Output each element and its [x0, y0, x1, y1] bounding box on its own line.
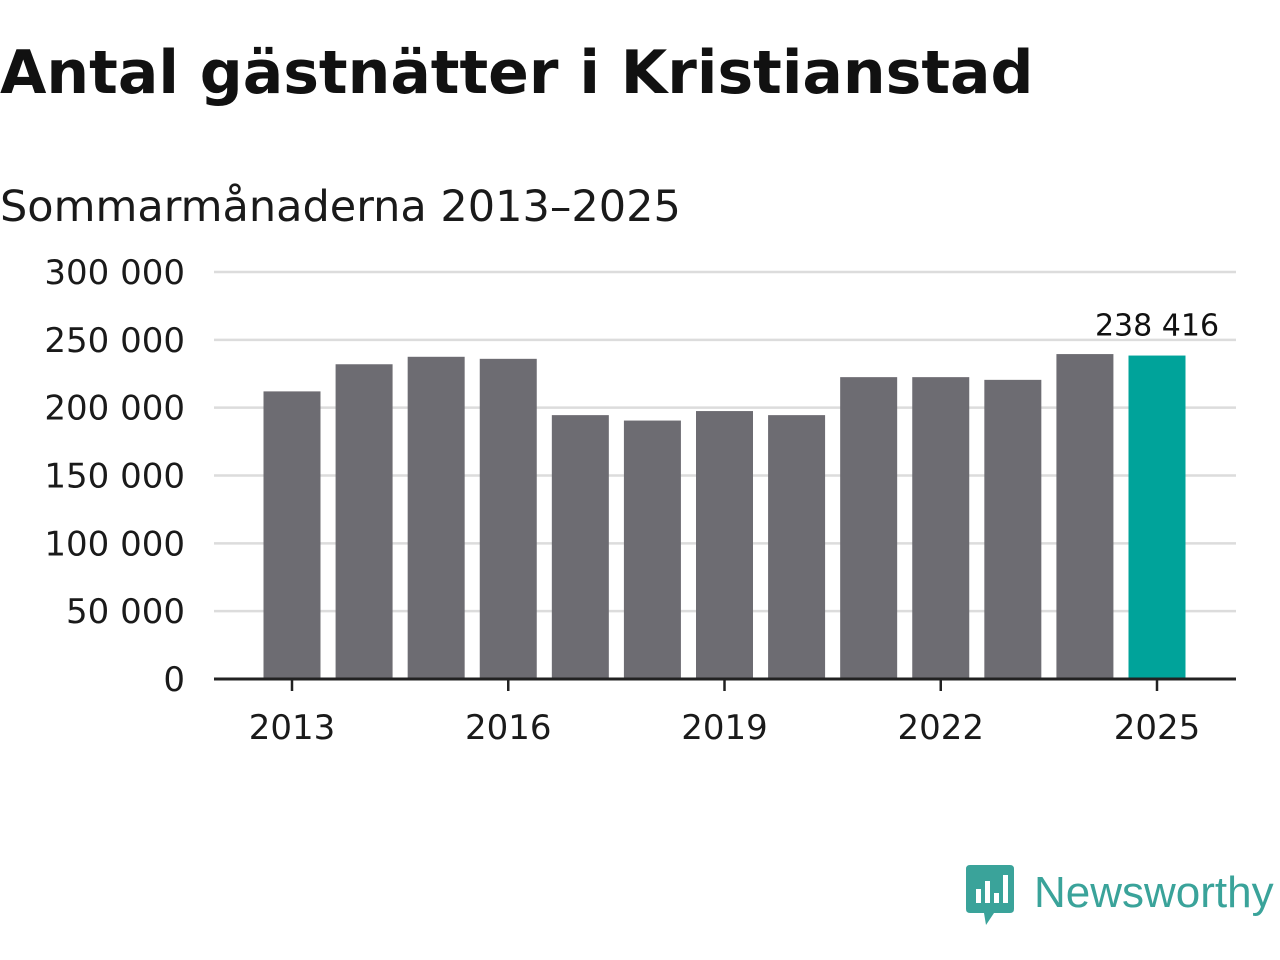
bar: [479, 358, 537, 679]
bar: [696, 411, 753, 679]
y-tick-label: 150 000: [44, 457, 185, 497]
y-tick-label: 300 000: [44, 253, 185, 293]
highlight-value-label: 238 416: [1095, 309, 1219, 344]
bar: [407, 356, 465, 679]
bar-highlight: [1128, 355, 1186, 679]
bar: [1056, 354, 1114, 679]
newsworthy-logo-icon: [966, 865, 1014, 925]
bar: [263, 391, 321, 679]
brand-name: Newsworthy: [1034, 868, 1274, 917]
newsworthy-logo[interactable]: Newsworthy: [964, 864, 1274, 928]
chart-title: Antal gästnätter i Kristianstad: [0, 38, 1034, 108]
bar: [912, 377, 970, 679]
bar: [840, 377, 898, 679]
chart-subtitle: Sommarmånaderna 2013–2025: [0, 182, 681, 232]
x-tick-label: 2013: [249, 708, 336, 748]
y-tick-label: 50 000: [66, 592, 185, 632]
y-tick-label: 0: [163, 660, 185, 700]
x-tick-label: 2019: [681, 708, 768, 748]
x-tick-label: 2022: [897, 708, 984, 748]
bar: [768, 415, 826, 679]
y-tick-label: 250 000: [44, 321, 185, 361]
bar: [984, 379, 1042, 679]
x-tick-label: 2025: [1114, 708, 1201, 748]
bar: [551, 415, 609, 679]
bar: [335, 364, 393, 679]
y-tick-label: 200 000: [44, 389, 185, 429]
y-tick-label: 100 000: [44, 524, 185, 564]
bar: [623, 420, 681, 679]
x-tick-label: 2016: [465, 708, 552, 748]
